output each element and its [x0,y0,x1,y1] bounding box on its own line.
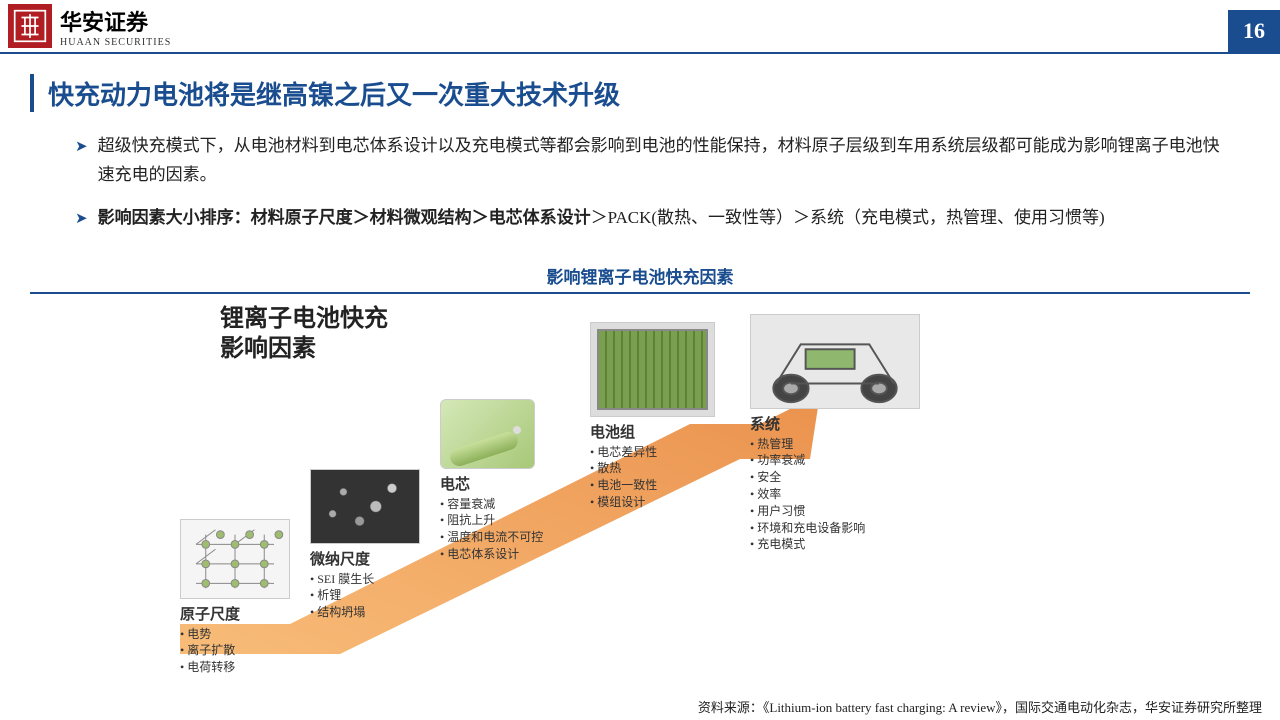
level-label: 电芯 [440,473,570,494]
slide-title: 快充动力电池将是继高镍之后又一次重大技术升级 [48,75,620,112]
diagram-title: 锂离子电池快充 影响因素 [220,304,388,364]
company-name-block: 华安证券 HUAAN SECURITIES [60,5,171,48]
slide-header: 华安证券 HUAAN SECURITIES 16 [0,0,1280,52]
title-section: 快充动力电池将是继高镍之后又一次重大技术升级 [0,54,1280,122]
page-number-badge: 16 [1228,10,1280,52]
level-pack: 电池组 电芯差异性 散热 电池一致性 模组设计 [590,322,740,511]
section-divider [30,292,1250,294]
level-items: 电芯差异性 散热 电池一致性 模组设计 [590,444,740,511]
company-name-en: HUAAN SECURITIES [60,37,171,48]
battery-cell-icon [440,399,535,469]
level-system: 系统 热管理 功率衰减 安全 效率 用户习惯 环境和充电设备影响 充电模式 [750,314,930,554]
level-micro: 微纳尺度 SEI 膜生长 析锂 结构坍塌 [310,469,440,621]
level-label: 系统 [750,413,930,434]
title-accent-bar [30,74,34,112]
company-logo-icon [8,4,52,48]
level-cell: 电芯 容量衰减 阻抗上升 温度和电流不可控 电芯体系设计 [440,399,570,563]
level-items: 容量衰减 阻抗上升 温度和电流不可控 电芯体系设计 [440,496,570,563]
company-name-cn: 华安证券 [60,5,171,37]
bullet-arrow-icon: ➤ [75,207,88,233]
source-citation: 资料来源：《Lithium-ion battery fast charging:… [698,697,1262,716]
factors-diagram: 锂离子电池快充 影响因素 原子尺度 电势 离子扩散 电荷转移 微纳尺度 [190,304,1090,659]
level-items: 电势 离子扩散 电荷转移 [180,626,310,676]
vehicle-system-icon [750,314,920,409]
microstructure-icon [310,469,420,544]
level-items: SEI 膜生长 析锂 结构坍塌 [310,571,440,621]
bullet-list: ➤ 超级快充模式下，从电池材料到电芯体系设计以及充电模式等都会影响到电池的性能保… [0,122,1280,257]
bullet-item: ➤ 超级快充模式下，从电池材料到电芯体系设计以及充电模式等都会影响到电池的性能保… [75,132,1230,190]
level-label: 微纳尺度 [310,548,440,569]
level-label: 电池组 [590,421,740,442]
bullet-text: 影响因素大小排序：材料原子尺度＞材料微观结构＞电芯体系设计＞PACK(散热、一致… [98,204,1230,233]
bullet-text: 超级快充模式下，从电池材料到电芯体系设计以及充电模式等都会影响到电池的性能保持，… [98,132,1230,190]
bullet-arrow-icon: ➤ [75,135,88,190]
battery-pack-icon [590,322,715,417]
bullet-item: ➤ 影响因素大小排序：材料原子尺度＞材料微观结构＞电芯体系设计＞PACK(散热、… [75,204,1230,233]
atomic-lattice-icon [180,519,290,599]
level-atomic: 原子尺度 电势 离子扩散 电荷转移 [180,519,310,676]
diagram-subtitle: 影响锂离子电池快充因素 [0,263,1280,288]
level-items: 热管理 功率衰减 安全 效率 用户习惯 环境和充电设备影响 充电模式 [750,436,930,554]
level-label: 原子尺度 [180,603,310,624]
